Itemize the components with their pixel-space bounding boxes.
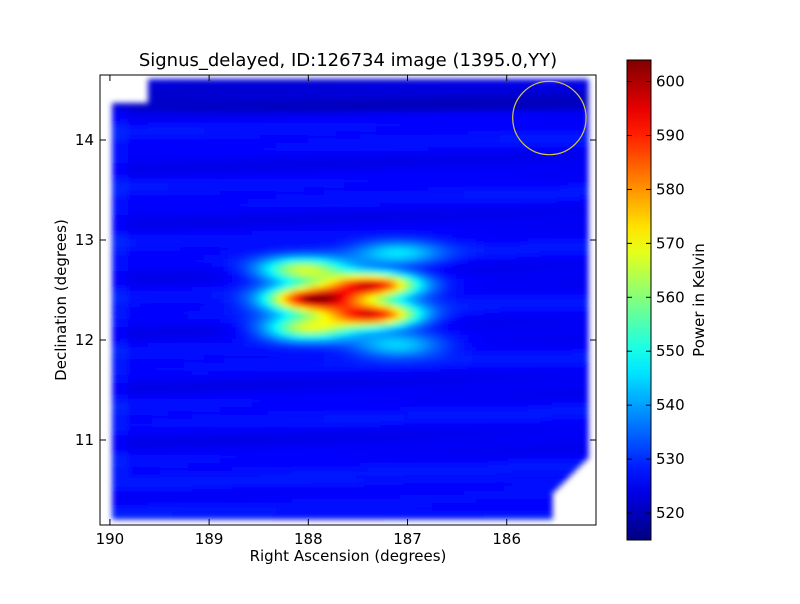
colorbar-tick-label: 570 [656, 234, 685, 252]
x-tick-label: 186 [492, 530, 521, 548]
chart-title: Signus_delayed, ID:126734 image (1395.0,… [139, 50, 557, 71]
colorbar-gradient [627, 60, 651, 540]
colorbar-tick-label: 580 [656, 180, 685, 198]
y-tick-label: 11 [75, 431, 94, 449]
plot-area [100, 75, 596, 525]
colorbar-tick-label: 590 [656, 127, 685, 145]
colorbar-tick-label: 530 [656, 450, 685, 468]
y-tick-label: 14 [75, 131, 94, 149]
x-tick-label: 189 [195, 530, 224, 548]
colorbar-label: Power in Kelvin [690, 243, 708, 357]
x-tick-label: 187 [393, 530, 422, 548]
colorbar-tick-label: 550 [656, 342, 685, 360]
y-axis-label: Declination (degrees) [52, 219, 70, 381]
colorbar-tick-label: 600 [656, 73, 685, 91]
x-tick-label: 190 [96, 530, 125, 548]
colorbar: 520 530 540 550 560 570 580 590 600 Power in Kel… [627, 60, 708, 540]
heatmap-layer [112, 79, 589, 520]
x-tick-label: 188 [294, 530, 323, 548]
y-tick-labels: 11 12 13 14 [75, 131, 94, 449]
x-tick-labels: 190 189 188 187 186 [96, 530, 521, 548]
colorbar-tick-label: 520 [656, 504, 685, 522]
y-tick-label: 13 [75, 231, 94, 249]
x-axis-label: Right Ascension (degrees) [250, 547, 447, 565]
y-tick-label: 12 [75, 331, 94, 349]
colorbar-tick-label: 540 [656, 396, 685, 414]
colorbar-tick-label: 560 [656, 288, 685, 306]
